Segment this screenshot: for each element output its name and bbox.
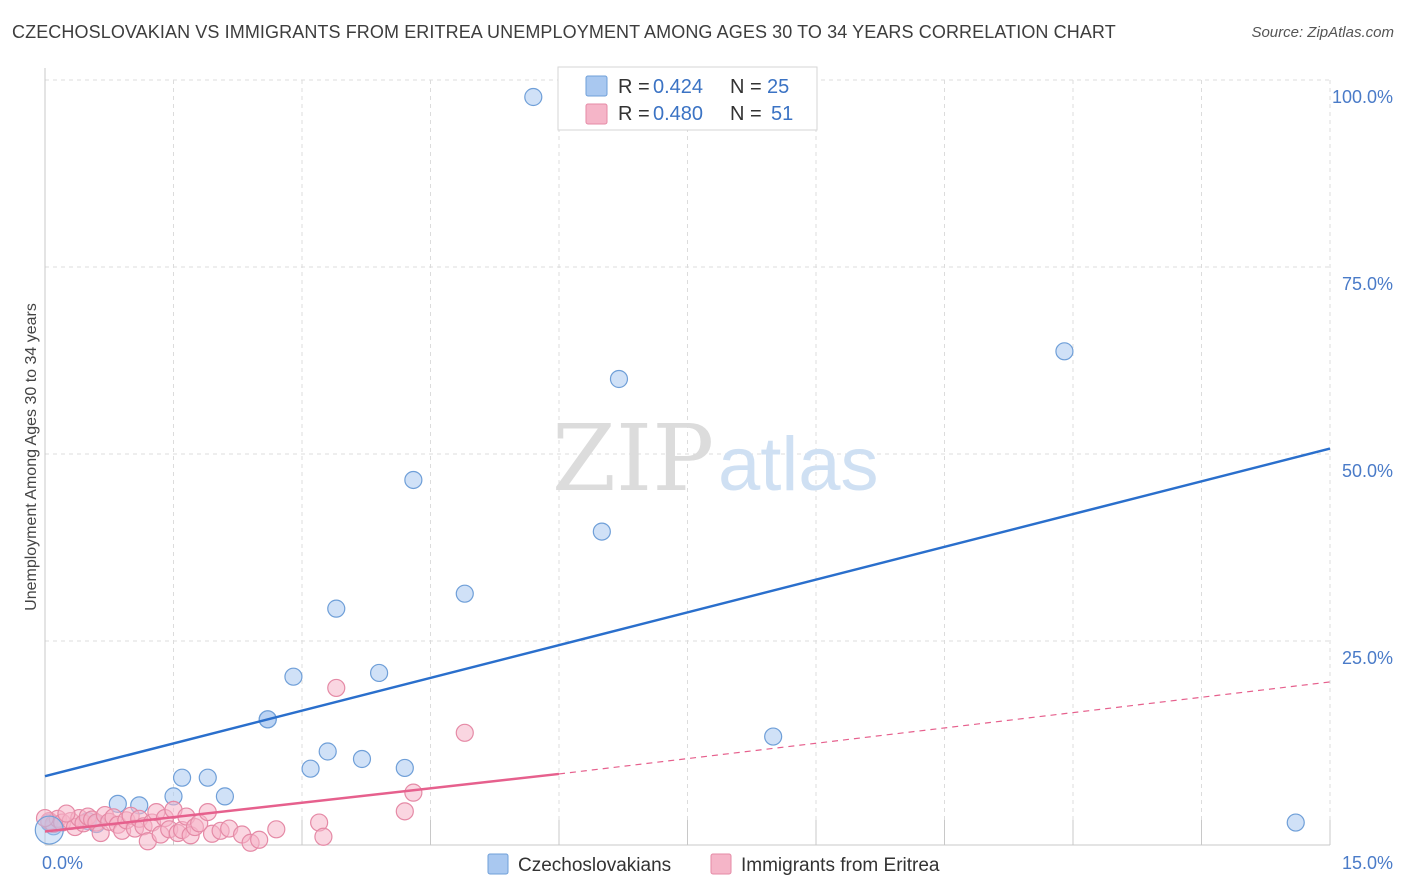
legend-swatch-eritrea xyxy=(585,103,608,125)
trend-line-eritrea xyxy=(44,772,560,833)
point-czechoslovakians xyxy=(524,87,543,107)
legend-n-value: 51 xyxy=(771,103,793,125)
point-eritrea xyxy=(267,820,286,839)
legend-n-value: 25 xyxy=(767,76,789,98)
legend-r-value: 0.424 xyxy=(653,76,703,98)
y-tick-label: 75.0% xyxy=(1342,274,1393,294)
y-tick-label: 100.0% xyxy=(1332,87,1393,107)
bottom-legend: Czechoslovakians Immigrants from Eritrea xyxy=(487,853,940,876)
y-tick-label: 25.0% xyxy=(1342,648,1393,668)
point-czechoslovakians xyxy=(609,369,629,389)
legend-r-value: 0.480 xyxy=(653,103,703,125)
x-tick-label: 0.0% xyxy=(42,853,83,873)
point-czechoslovakians xyxy=(1055,342,1074,361)
watermark-zip: ZIP xyxy=(552,405,714,512)
point-eritrea xyxy=(57,804,76,823)
bottom-legend-swatch-eritrea xyxy=(710,853,732,875)
point-eritrea xyxy=(404,783,423,802)
point-czechoslovakians xyxy=(327,599,346,618)
point-czechoslovakians xyxy=(172,768,192,787)
legend-r-label: R = xyxy=(618,76,650,98)
source-label: Source: ZipAtlas.com xyxy=(1251,24,1394,41)
point-czechoslovakians xyxy=(352,749,372,769)
tick-labels: 25.0% 50.0% 75.0% 100.0% 0.0% 15.0% xyxy=(42,87,1393,873)
point-eritrea xyxy=(250,830,269,849)
legend-r-label: R = xyxy=(618,103,650,125)
x-tick-label: 15.0% xyxy=(1342,853,1393,873)
point-czechoslovakians xyxy=(198,768,217,787)
trend-line-czechoslovakians xyxy=(44,447,1331,778)
point-eritrea xyxy=(455,723,474,742)
bottom-legend-eritrea: Immigrants from Eritrea xyxy=(741,855,940,876)
point-czechoslovakians xyxy=(455,584,474,603)
point-eritrea xyxy=(327,678,346,698)
point-czechoslovakians xyxy=(592,522,611,541)
point-czechoslovakians xyxy=(764,727,783,746)
point-czechoslovakians xyxy=(318,742,337,761)
point-czechoslovakians xyxy=(404,470,423,490)
legend-swatch-czechoslovakians xyxy=(585,75,608,97)
point-czechoslovakians xyxy=(395,758,414,778)
watermark-atlas: atlas xyxy=(718,422,879,507)
y-tick-label: 50.0% xyxy=(1342,461,1393,481)
chart-title: CZECHOSLOVAKIAN VS IMMIGRANTS FROM ERITR… xyxy=(12,22,1116,42)
point-czechoslovakians xyxy=(301,759,320,778)
point-eritrea xyxy=(395,802,414,821)
y-axis-label: Unemployment Among Ages 30 to 34 years xyxy=(23,303,40,611)
legend-n-label: N = xyxy=(730,76,762,98)
point-czechoslovakians xyxy=(370,663,389,683)
point-czechoslovakians xyxy=(284,667,303,686)
trend-lines xyxy=(44,447,1331,833)
point-eritrea xyxy=(314,827,333,846)
trend-line-eritrea-extension xyxy=(558,681,1331,775)
legend-box: R = 0.424 N = 25 R = 0.480 N = 51 xyxy=(557,66,818,131)
bottom-legend-swatch-czechoslovakians xyxy=(487,853,509,875)
point-czechoslovakians xyxy=(215,787,234,806)
watermark: ZIP atlas xyxy=(552,405,879,512)
point-eritrea xyxy=(35,808,55,828)
legend-n-label: N = xyxy=(730,103,762,125)
point-czechoslovakians xyxy=(1286,813,1305,832)
bottom-legend-czechoslovakians: Czechoslovakians xyxy=(518,855,671,876)
